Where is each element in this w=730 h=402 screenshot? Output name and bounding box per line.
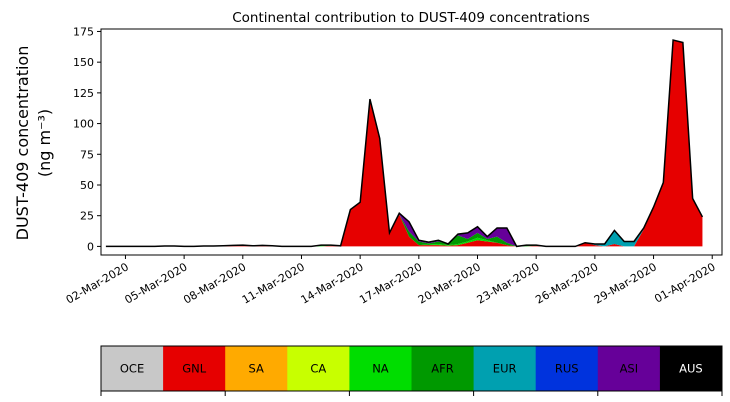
legend-label-na: NA <box>372 362 389 376</box>
legend-swatch-na <box>349 346 412 391</box>
x-tick-label: 05-Mar-2020 <box>122 260 189 306</box>
x-tick-label: 02-Mar-2020 <box>64 260 131 306</box>
legend-swatch-ca <box>287 346 350 391</box>
area-series-eur <box>105 40 703 247</box>
legend-swatch-rus <box>535 346 599 391</box>
legend-swatch-aus <box>659 346 723 391</box>
y-tick-label: 50 <box>80 179 94 192</box>
legend-colorbar: OCE GNL SA CA NA AFR EUR RUS ASI AUS <box>100 345 723 396</box>
y-axis: 0 25 50 75 100 125 150 175 <box>73 25 101 253</box>
x-axis: 02-Mar-202005-Mar-202008-Mar-202011-Mar-… <box>64 255 718 307</box>
y-tick-label: 0 <box>87 240 94 253</box>
area-series-gnl <box>105 40 703 247</box>
y-tick-label: 150 <box>73 56 94 69</box>
legend-label-asi: ASI <box>620 362 639 376</box>
legend-swatch-oce <box>101 346 164 391</box>
total-line <box>105 39 704 248</box>
legend-label-ca: CA <box>310 362 326 376</box>
plot-areas <box>105 40 703 247</box>
y-tick-label: 25 <box>80 210 94 223</box>
legend-label-sa: SA <box>249 362 265 376</box>
legend-label-afr: AFR <box>431 362 453 376</box>
y-tick-label: 75 <box>80 148 94 161</box>
plot-frame <box>100 28 723 256</box>
y-tick-label: 125 <box>73 87 94 100</box>
x-tick-label: 20-Mar-2020 <box>416 260 483 306</box>
legend-label-gnl: GNL <box>182 362 207 376</box>
legend-swatch-sa <box>225 346 288 391</box>
y-axis-label-text: DUST-409 concentration <box>13 46 32 241</box>
legend-label-rus: RUS <box>555 362 579 376</box>
area-series-na <box>105 40 703 247</box>
x-tick-label: 01-Apr-2020 <box>652 260 717 305</box>
x-tick-label: 23-Mar-2020 <box>475 260 542 306</box>
legend-swatch-afr <box>411 346 475 391</box>
legend-label-oce: OCE <box>120 362 144 376</box>
legend-label-eur: EUR <box>493 362 517 376</box>
area-series-afr <box>105 40 703 247</box>
x-tick-label: 14-Mar-2020 <box>299 260 366 306</box>
y-tick-label: 175 <box>73 25 94 38</box>
chart-title: Continental contribution to DUST-409 con… <box>232 10 590 26</box>
legend-swatch-gnl <box>163 346 226 391</box>
legend-label-aus: AUS <box>679 362 703 376</box>
x-tick-label: 26-Mar-2020 <box>533 260 600 306</box>
area-series-asi <box>105 40 703 247</box>
x-tick-label: 29-Mar-2020 <box>592 260 659 306</box>
y-axis-label-unit: (ng m⁻³) <box>35 109 54 177</box>
x-tick-label: 17-Mar-2020 <box>357 260 424 306</box>
legend-swatch-asi <box>597 346 661 391</box>
x-tick-label: 08-Mar-2020 <box>181 260 248 306</box>
legend-frame <box>100 345 723 392</box>
x-tick-label: 11-Mar-2020 <box>240 260 307 306</box>
y-tick-label: 100 <box>73 118 94 131</box>
y-axis-label: DUST-409 concentration (ng m⁻³) <box>13 46 54 241</box>
legend-swatch-eur <box>473 346 537 391</box>
